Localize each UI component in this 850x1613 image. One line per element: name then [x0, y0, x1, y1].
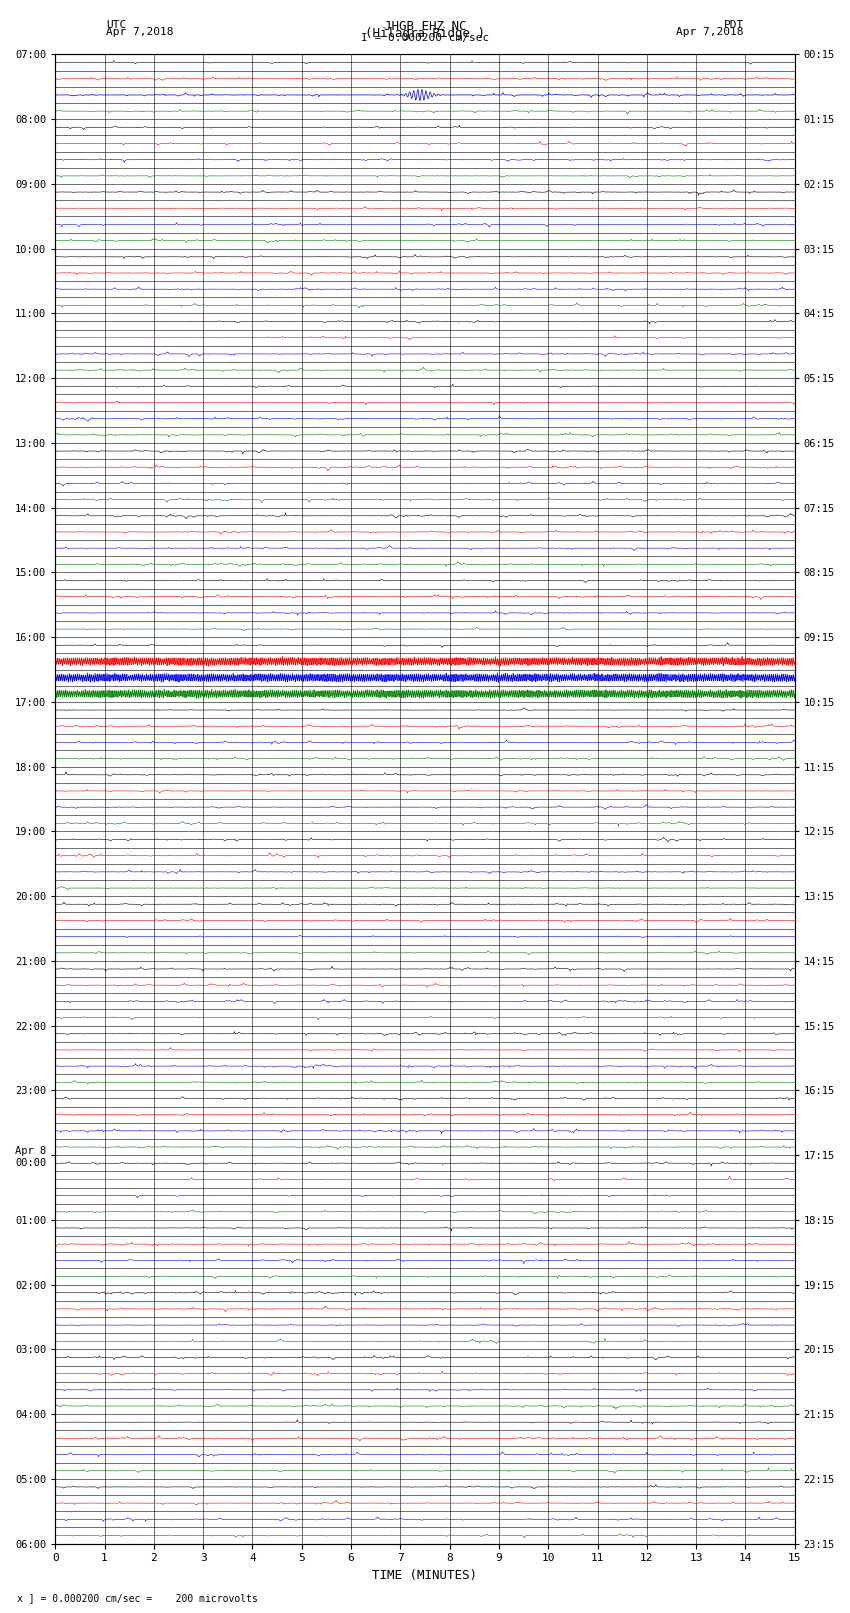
X-axis label: TIME (MINUTES): TIME (MINUTES): [372, 1569, 478, 1582]
Text: PDT: PDT: [723, 19, 744, 31]
Text: Apr 7,2018: Apr 7,2018: [677, 26, 744, 37]
Text: JHGB EHZ NC: JHGB EHZ NC: [383, 19, 467, 34]
Text: x ] = 0.000200 cm/sec =    200 microvolts: x ] = 0.000200 cm/sec = 200 microvolts: [17, 1594, 258, 1603]
Text: UTC: UTC: [106, 19, 127, 31]
Text: Apr 7,2018: Apr 7,2018: [106, 26, 173, 37]
Text: (Hilagra Ridge ): (Hilagra Ridge ): [365, 26, 485, 40]
Text: I = 0.000200 cm/sec: I = 0.000200 cm/sec: [361, 32, 489, 44]
